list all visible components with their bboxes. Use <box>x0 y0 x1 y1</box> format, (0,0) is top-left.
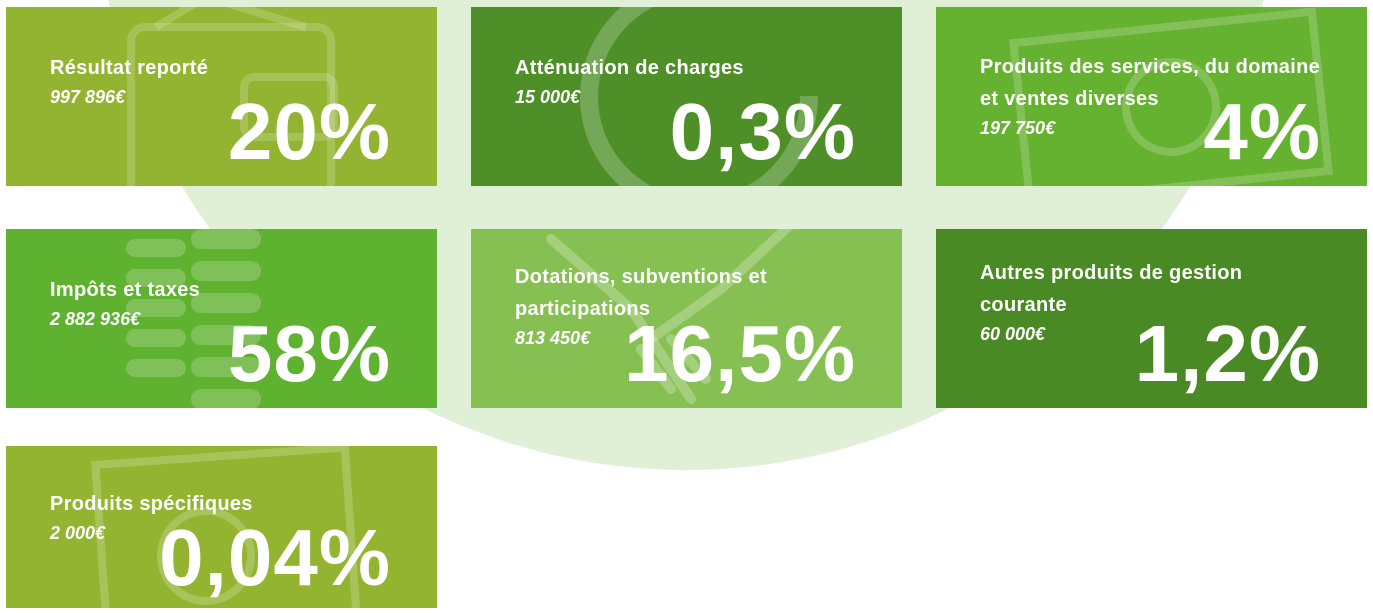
card-title: Dotations, subventions et participations <box>515 266 767 320</box>
card: Atténuation de charges 15 000€ 0,3% <box>471 7 902 186</box>
card: Dotations, subventions et participations… <box>471 229 902 408</box>
card-percent: 1,2% <box>1134 309 1321 398</box>
card-amount: 813 450€ <box>515 328 591 348</box>
card: Résultat reporté 997 896€ 20% <box>6 7 437 186</box>
card-title: Atténuation de charges <box>515 57 744 79</box>
card-amount: 15 000€ <box>515 87 581 107</box>
card-percent: 20% <box>227 87 391 176</box>
card-amount: 60 000€ <box>980 324 1046 344</box>
card-title: Autres produits de gestion courante <box>980 262 1243 316</box>
card-percent: 0,3% <box>669 87 856 176</box>
card-percent: 4% <box>1203 87 1321 176</box>
card-amount: 2 882 936€ <box>50 309 141 329</box>
card-percent: 0,04% <box>159 513 391 602</box>
card: Impôts et taxes 2 882 936€ 58% <box>6 229 437 408</box>
card-percent: 58% <box>227 309 391 398</box>
card-amount: 997 896€ <box>50 87 126 107</box>
card-amount: 197 750€ <box>980 118 1056 138</box>
card-title: Résultat reporté <box>50 57 209 79</box>
card: Autres produits de gestion courante 60 00… <box>936 229 1367 408</box>
card: Produits des services, du domaine et ven… <box>936 7 1367 186</box>
card-title: Produits des services, du domaine et ven… <box>980 56 1321 110</box>
card-title: Impôts et taxes <box>50 279 201 301</box>
card: Produits spécifiques 2 000€ 0,04% <box>6 446 437 608</box>
card-percent: 16,5% <box>624 309 856 398</box>
card-title: Produits spécifiques <box>50 493 253 515</box>
card-amount: 2 000€ <box>50 523 106 543</box>
